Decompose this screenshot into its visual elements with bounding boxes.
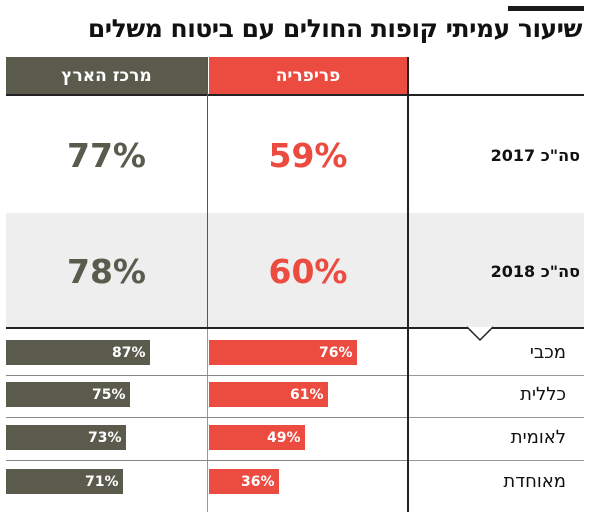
bar-periphery-value-label: 76% [319,344,353,361]
column-divider-2 [407,57,409,512]
column-divider-1 [207,57,208,327]
series-header-center: מרכז הארץ [6,57,207,94]
bar-center [6,469,123,494]
bar-periphery-value-label: 49% [267,429,301,446]
total-2017-center: 77% [67,135,146,175]
bar-center-value-label: 87% [112,344,146,361]
total-2018-periphery: 60% [268,251,348,291]
bar-center [6,340,150,365]
title-accent-bar [508,6,584,11]
chart-title: שיעור עמיתי קופות החולים עם ביטוח משלים [87,14,583,43]
category-label: לאומית [510,427,566,448]
bar-center-value-label: 75% [92,386,126,403]
total-2017-periphery: 59% [268,135,348,175]
bar-periphery [209,382,328,407]
bar-periphery [209,469,279,494]
totals-divider [6,327,584,329]
bar-center-value-label: 71% [85,473,119,490]
row-separator [409,417,584,418]
row-label-2017: סה"כ 2017 [490,145,580,165]
caret-down-icon [466,326,494,342]
category-label: כללית [520,384,566,405]
bar-periphery [209,340,357,365]
column-divider-bars [207,329,208,512]
row-separator [6,460,407,461]
bar-periphery [209,425,305,450]
row-separator [409,375,584,376]
row-label-2018: סה"כ 2018 [490,261,580,281]
bar-center [6,382,130,407]
header-divider [6,94,584,96]
series-header-periphery: פריפריה [209,57,407,94]
row-separator [409,460,584,461]
bar-periphery-value-label: 36% [241,473,275,490]
category-label: מאוחדת [503,471,566,492]
row-band-2018 [6,213,584,327]
category-label: מכבי [529,342,566,363]
bar-center [6,425,126,450]
row-separator [6,417,407,418]
row-separator [6,375,407,376]
total-2018-center: 78% [67,251,146,291]
bar-periphery-value-label: 61% [290,386,324,403]
bar-center-value-label: 73% [88,429,122,446]
